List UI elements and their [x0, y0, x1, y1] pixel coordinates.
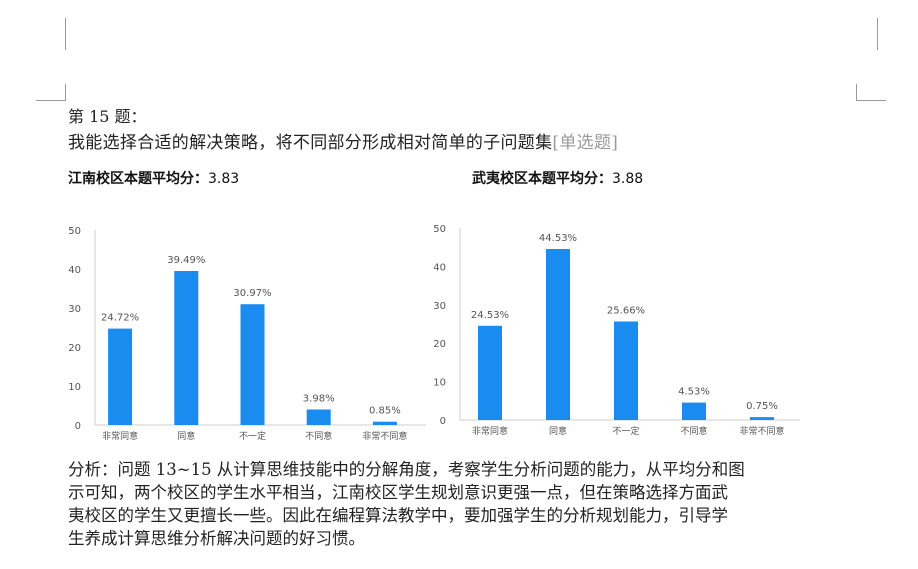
y-tick-label: 20 [433, 339, 446, 350]
y-tick-label: 0 [440, 416, 446, 427]
data-label: 0.85% [369, 406, 401, 417]
bar [306, 409, 331, 425]
data-label: 0.75% [746, 401, 778, 412]
data-label: 24.53% [471, 310, 509, 321]
x-category-label: 同意 [177, 430, 195, 442]
y-tick-label: 10 [433, 378, 446, 389]
y-tick-label: 40 [433, 262, 446, 273]
bar [240, 304, 265, 425]
y-tick-label: 50 [68, 226, 81, 237]
analysis-line: 示可知，两个校区的学生水平相当，江南校区学生规划意识更强一点，但在策略选择方面武 [68, 483, 728, 502]
y-tick-label: 10 [68, 382, 81, 393]
x-category-label: 不同意 [680, 425, 707, 437]
data-label: 4.53% [678, 387, 710, 398]
data-label: 3.98% [303, 393, 335, 404]
x-category-label: 非常同意 [102, 430, 138, 442]
average-label: 江南校区本题平均分： [68, 171, 208, 187]
data-label: 30.97% [233, 288, 271, 299]
page-corner-mark [36, 100, 66, 101]
question-title: 第 15 题： [68, 107, 147, 126]
data-label: 25.66% [607, 305, 645, 316]
x-category-label: 同意 [549, 425, 567, 437]
bar [682, 402, 706, 420]
data-label: 24.72% [101, 313, 139, 324]
page-corner-mark [65, 18, 66, 50]
average-value: 3.83 [208, 171, 240, 187]
bar [546, 249, 570, 420]
x-category-label: 不一定 [239, 430, 266, 442]
y-tick-label: 30 [68, 304, 81, 315]
bar [174, 270, 199, 425]
bar [108, 328, 133, 425]
average-score-right: 武夷校区本题平均分：3.88 [472, 168, 643, 188]
x-category-label: 非常不同意 [739, 425, 784, 437]
bar-chart-left-svg: 0 10 20 30 40 50 24.72% 非常同意 39.49% 同意 30.97% 不一定 3.… [68, 226, 426, 442]
page-corner-mark [856, 100, 886, 101]
page-corner-mark [877, 18, 878, 50]
y-tick-label: 0 [75, 421, 81, 432]
question-body: 我能选择合适的解决策略，将不同部分形成相对简单的子问题集 [68, 133, 553, 153]
x-category-label: 不同意 [305, 430, 332, 442]
bar [614, 321, 638, 420]
x-category-label: 非常同意 [472, 425, 508, 437]
analysis-line: 生养成计算思维分析解决问题的好习惯。 [68, 529, 365, 548]
bar-chart-right-svg: 0 10 20 30 40 50 24.53% 非常同意 44.53% 同意 25.66% 不一定 4.… [433, 224, 800, 437]
y-tick-label: 50 [433, 224, 446, 235]
x-category-label: 不一定 [612, 425, 639, 437]
question-text: 我能选择合适的解决策略，将不同部分形成相对简单的子问题集[单选题] [68, 128, 618, 153]
page-corner-mark [65, 84, 66, 101]
y-tick-label: 40 [68, 265, 81, 276]
analysis-line: 分析：问题 13~15 从计算思维技能中的分解角度，考察学生分析问题的能力，从平… [68, 460, 745, 479]
bar [372, 421, 397, 425]
average-score-left: 江南校区本题平均分：3.83 [68, 168, 239, 188]
y-tick-label: 20 [68, 343, 81, 354]
bar-chart-right: 0 10 20 30 40 50 24.53% 非常同意 44.53% 同意 25.66% 不一定 4.… [430, 215, 810, 450]
question-type-tag: [单选题] [552, 133, 619, 153]
bar [750, 417, 774, 420]
bar [478, 325, 502, 420]
average-value: 3.88 [612, 171, 644, 187]
y-tick-label: 30 [433, 301, 446, 312]
analysis-line: 夷校区的学生又更擅长一些。因此在编程算法教学中，要加强学生的分析规划能力，引导学 [68, 506, 728, 525]
x-category-label: 非常不同意 [362, 430, 407, 442]
page-corner-mark [856, 84, 857, 101]
data-label: 39.49% [167, 255, 205, 266]
bar-chart-left: 0 10 20 30 40 50 24.72% 非常同意 39.49% 同意 30.97% 不一定 3.… [58, 215, 438, 450]
average-label: 武夷校区本题平均分： [472, 171, 612, 187]
data-label: 44.53% [539, 233, 577, 244]
analysis-paragraph: 分析：问题 13~15 从计算思维技能中的分解角度，考察学生分析问题的能力，从平… [68, 458, 868, 550]
